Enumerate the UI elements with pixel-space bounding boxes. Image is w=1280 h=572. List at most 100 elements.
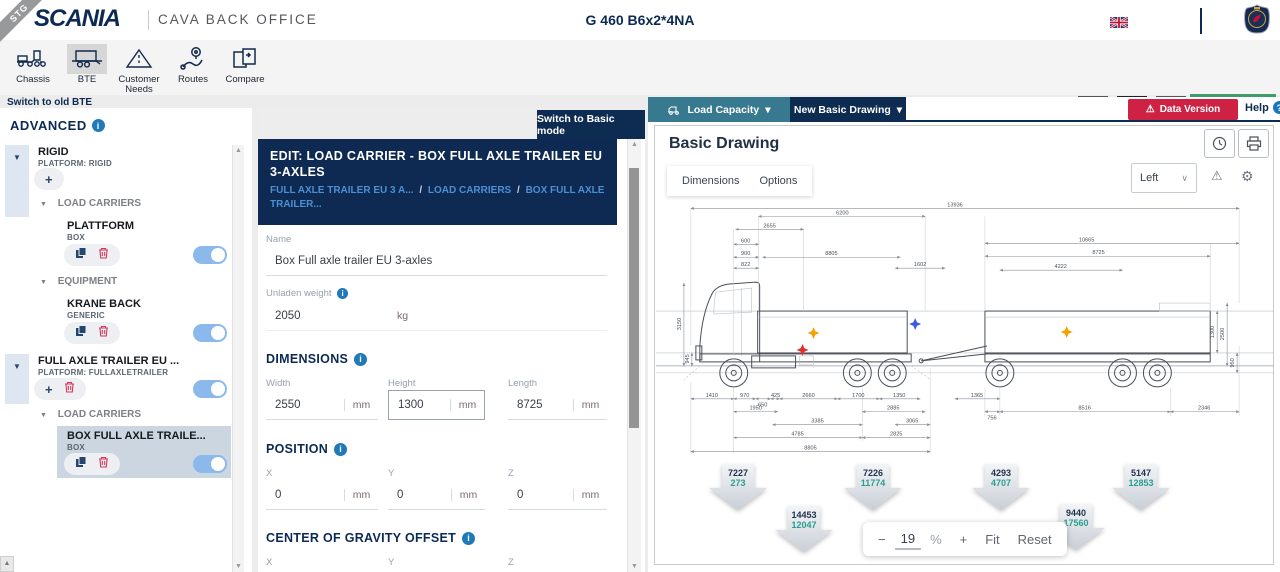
- info-icon[interactable]: i: [354, 352, 368, 366]
- svg-text:1350: 1350: [893, 393, 905, 399]
- collapse-handle-trailer[interactable]: ▼: [5, 354, 29, 404]
- krane-enabled-toggle[interactable]: [193, 324, 227, 342]
- trash-icon[interactable]: [64, 380, 75, 398]
- cog-y-input[interactable]: [388, 569, 485, 572]
- unladen-weight-label: Unladen weight i: [266, 288, 349, 299]
- language-flag-icon[interactable]: [1109, 15, 1129, 33]
- tab-new-basic-drawing[interactable]: New Basic Drawing ▾: [790, 97, 906, 122]
- scroll-down-icon[interactable]: ▼: [631, 563, 638, 570]
- collapse-handle-rigid[interactable]: ▼: [5, 145, 29, 217]
- info-icon[interactable]: i: [462, 531, 476, 545]
- copy-icon[interactable]: [75, 324, 87, 342]
- breadcrumb-link[interactable]: FULL AXLE TRAILER EU 3 A...: [270, 185, 414, 196]
- fit-button[interactable]: Fit: [985, 531, 1000, 547]
- scrollbar-thumb[interactable]: [629, 168, 639, 428]
- toolbar-item-compare[interactable]: Compare: [218, 44, 272, 85]
- subtab-options[interactable]: Options: [759, 175, 798, 187]
- copy-icon[interactable]: [75, 246, 87, 264]
- scroll-up-icon[interactable]: ▲: [235, 147, 242, 154]
- position-y-input[interactable]: 0 mm: [388, 480, 485, 510]
- trash-icon[interactable]: [98, 246, 109, 264]
- toolbar-item-customer-needs[interactable]: Customer Needs: [112, 44, 166, 95]
- height-input[interactable]: 1300 mm: [388, 390, 485, 420]
- svg-text:8805: 8805: [804, 446, 816, 452]
- breadcrumb-link[interactable]: BOX FULL AXLE TRAILER...: [270, 185, 605, 210]
- axle-load-arrow-trailer-rear: 5147 12853: [1112, 464, 1170, 510]
- add-button[interactable]: +: [34, 168, 64, 190]
- cog-z-input[interactable]: [508, 569, 607, 572]
- collapse-icon: ▼: [40, 279, 47, 286]
- width-input[interactable]: 2550 mm: [266, 390, 378, 420]
- svg-text:1700: 1700: [852, 393, 864, 399]
- svg-text:4222: 4222: [1054, 264, 1066, 270]
- plus-icon[interactable]: +: [45, 381, 53, 397]
- view-side-select[interactable]: Left ∨: [1131, 163, 1197, 193]
- zoom-out-button[interactable]: −: [878, 531, 886, 547]
- sidebar-scrollbar[interactable]: ▲ ▼: [232, 145, 244, 572]
- name-input[interactable]: Box Full axle trailer EU 3-axles: [266, 246, 607, 276]
- drawing-settings-icon[interactable]: ⚙: [1241, 168, 1254, 184]
- tree-item-plattform[interactable]: PLATTFORM: [67, 220, 135, 232]
- position-z-input[interactable]: 0 mm: [508, 480, 607, 510]
- help-button[interactable]: Help ?: [1245, 101, 1280, 114]
- box-enabled-toggle[interactable]: [193, 455, 227, 473]
- edit-panel: Switch to Basic mode EDIT: LOAD CARRIER …: [258, 108, 645, 572]
- length-input[interactable]: 8725 mm: [508, 390, 607, 420]
- group-load-carriers-2[interactable]: ▼ LOAD CARRIERS: [40, 409, 142, 420]
- toolbar-item-bte[interactable]: BTE: [60, 44, 114, 85]
- svg-text:2660: 2660: [802, 393, 814, 399]
- position-x-input[interactable]: 0 mm: [266, 480, 378, 510]
- plus-icon: +: [45, 171, 53, 187]
- header-divider: [148, 10, 149, 30]
- group-equipment[interactable]: ▼ EQUIPMENT: [40, 276, 118, 287]
- caret-down-icon: ▾: [896, 103, 903, 116]
- drawing-warning-icon[interactable]: ⚠: [1211, 168, 1223, 183]
- tree-item-rigid[interactable]: RIGID: [38, 146, 69, 158]
- cog-x-input[interactable]: [266, 569, 378, 572]
- scania-logo: SCANIA: [34, 5, 121, 32]
- app-header: STG SCANIA CAVA BACK OFFICE G 460 B6x2*4…: [0, 0, 1280, 50]
- svg-text:1950: 1950: [749, 406, 761, 412]
- drawing-info-button[interactable]: [1204, 129, 1235, 158]
- subtab-dimensions[interactable]: Dimensions: [682, 175, 740, 187]
- item-actions: [64, 244, 120, 266]
- basic-drawing-card: Basic Drawing Dimensions Options Left ∨ …: [654, 125, 1274, 565]
- data-version-button[interactable]: ⚠ Data Version: [1128, 99, 1238, 120]
- item-actions: +: [34, 378, 86, 400]
- copy-icon[interactable]: [75, 455, 87, 473]
- position-z-label: Z: [508, 468, 514, 479]
- reset-button[interactable]: Reset: [1017, 531, 1052, 547]
- tree-item-box-full-axle-trailer[interactable]: BOX FULL AXLE TRAILE...: [67, 430, 206, 442]
- scroll-up-button[interactable]: ▲: [0, 556, 14, 572]
- scroll-up-icon[interactable]: ▲: [631, 141, 638, 148]
- zoom-in-button[interactable]: +: [959, 531, 968, 547]
- svg-text:3150: 3150: [677, 318, 683, 330]
- name-label: Name: [266, 234, 292, 245]
- info-icon[interactable]: i: [337, 288, 349, 299]
- info-icon[interactable]: i: [334, 442, 348, 456]
- switch-to-basic-mode-button[interactable]: Switch to Basic mode: [537, 110, 645, 139]
- tree-item-krane-back[interactable]: KRANE BACK: [67, 298, 141, 310]
- vehicle-side-view: 13936 6200 2655 600 900 8805 822 1602 10…: [656, 202, 1274, 454]
- zoom-level-input[interactable]: 19: [894, 529, 922, 550]
- trash-icon[interactable]: [98, 455, 109, 473]
- trash-icon[interactable]: [98, 324, 109, 342]
- tree-item-trailer-platform: PLATFORM: FULLAXLETRAILER: [38, 368, 169, 377]
- tab-load-capacity[interactable]: Load Capacity ▾: [648, 97, 790, 122]
- plattform-enabled-toggle[interactable]: [193, 246, 227, 264]
- toolbar-item-routes[interactable]: Routes: [166, 44, 220, 85]
- breadcrumb-link[interactable]: LOAD CARRIERS: [427, 185, 512, 196]
- edit-title: EDIT: LOAD CARRIER - BOX FULL AXLE TRAIL…: [270, 149, 603, 179]
- tree-item-full-axle-trailer[interactable]: FULL AXLE TRAILER EU ...: [38, 355, 180, 367]
- info-icon[interactable]: i: [91, 119, 105, 132]
- length-label: Length: [508, 378, 538, 389]
- toolbar-item-chassis[interactable]: Chassis: [6, 44, 60, 85]
- group-load-carriers-1[interactable]: ▼ LOAD CARRIERS: [40, 198, 142, 209]
- trailer-enabled-toggle[interactable]: [193, 380, 227, 398]
- height-label: Height: [388, 378, 416, 389]
- switch-to-old-bte-link[interactable]: Switch to old BTE: [2, 96, 97, 109]
- unladen-weight-unit: kg: [397, 309, 409, 322]
- print-button[interactable]: [1238, 129, 1269, 158]
- scroll-down-icon[interactable]: ▼: [235, 563, 242, 570]
- unladen-weight-input[interactable]: 2050 kg: [266, 301, 607, 331]
